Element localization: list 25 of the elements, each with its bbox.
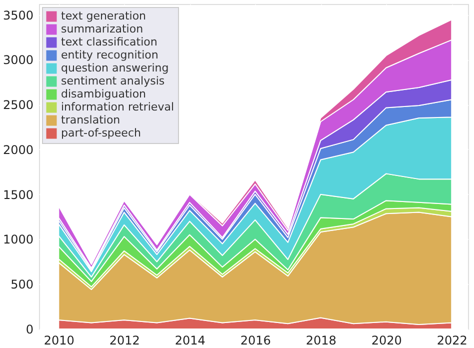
legend-label: information retrieval <box>61 100 174 114</box>
y-tick-label: 500 <box>10 278 34 292</box>
legend-label: text classification <box>61 36 158 48</box>
legend-label: entity recognition <box>61 48 158 62</box>
legend-label: translation <box>61 114 120 126</box>
x-tick-label: 2020 <box>371 334 402 348</box>
x-tick-label: 2018 <box>306 334 336 348</box>
y-tick-label: 0 <box>26 322 34 336</box>
x-tick-label: 2012 <box>109 334 140 348</box>
x-tick-label: 2016 <box>240 334 271 348</box>
x-tick-label: 2014 <box>174 334 206 348</box>
legend-label: question answering <box>61 62 169 74</box>
y-tick-label: 3500 <box>2 8 34 22</box>
legend-label: disambiguation <box>61 88 146 100</box>
y-tick-label: 1500 <box>2 188 34 202</box>
y-tick-label: 3000 <box>2 53 34 68</box>
legend-label: summarization <box>61 22 144 36</box>
y-tick-label: 1000 <box>2 232 34 247</box>
x-tick-label: 2022 <box>436 334 468 348</box>
legend-label: sentiment analysis <box>61 74 165 88</box>
legend-label: part-of-speech <box>61 126 141 140</box>
y-tick-label: 2000 <box>2 142 34 157</box>
legend-label: text generation <box>61 10 146 22</box>
y-tick-label: 2500 <box>2 98 34 112</box>
x-tick-label: 2010 <box>44 334 74 348</box>
